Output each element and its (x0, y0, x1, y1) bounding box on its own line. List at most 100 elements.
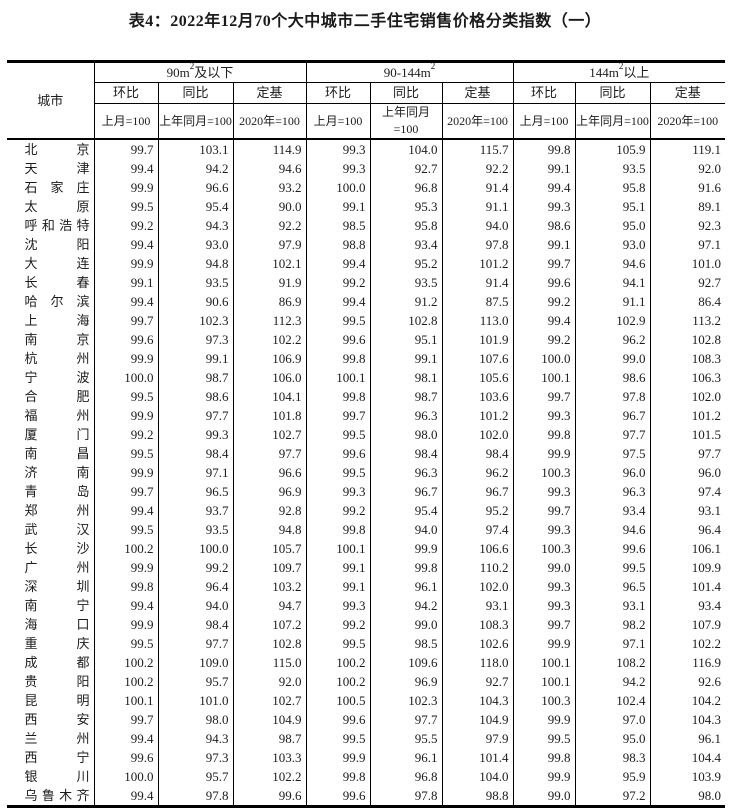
value-cell: 96.0 (574, 463, 650, 482)
table-row: 深圳 99.8 96.4 103.2 99.1 96.1 102.0 99.3 … (7, 577, 726, 596)
value-cell: 92.7 (441, 672, 513, 691)
value-cell: 99.2 (305, 615, 370, 634)
value-cell: 99.9 (93, 558, 158, 577)
city-name: 北京 (24, 142, 90, 157)
value-cell: 102.6 (441, 634, 513, 653)
value-cell: 98.8 (305, 235, 370, 254)
city-cell: 大连 (7, 254, 94, 273)
value-cell: 99.4 (93, 729, 158, 748)
measure-header-mom: 环比 (93, 82, 158, 104)
value-cell: 105.7 (232, 539, 306, 558)
value-cell: 99.2 (512, 292, 575, 311)
value-cell: 98.2 (574, 615, 650, 634)
value-cell: 99.5 (305, 729, 370, 748)
value-cell: 98.7 (232, 729, 306, 748)
value-cell: 99.5 (93, 634, 158, 653)
group-label: 90m (166, 65, 190, 80)
value-cell: 93.0 (157, 235, 233, 254)
value-cell: 96.6 (232, 463, 306, 482)
value-cell: 93.1 (649, 501, 726, 520)
value-cell: 96.1 (649, 729, 726, 748)
value-cell: 99.3 (512, 520, 575, 539)
value-cell: 96.3 (369, 463, 442, 482)
city-cell: 济南 (7, 463, 94, 482)
table-row: 天津 99.4 94.2 94.6 99.3 92.7 92.2 99.1 93… (7, 159, 726, 178)
value-cell: 99.9 (512, 444, 575, 463)
value-cell: 92.6 (649, 672, 726, 691)
measure-header-fixed-base: 定基 (441, 82, 513, 104)
value-cell: 104.3 (649, 710, 726, 729)
base-header-same-month-last-year: 上年同月=100 (369, 103, 442, 140)
value-cell: 100.1 (512, 653, 575, 672)
measure-header-yoy: 同比 (369, 82, 442, 104)
value-cell: 95.2 (369, 254, 442, 273)
city-cell: 合肥 (7, 387, 94, 406)
measure-header-yoy: 同比 (157, 82, 233, 104)
value-cell: 99.9 (512, 634, 575, 653)
value-cell: 104.1 (232, 387, 306, 406)
value-cell: 95.5 (369, 729, 442, 748)
value-cell: 109.0 (157, 653, 233, 672)
city-cell: 海口 (7, 615, 94, 634)
table-row: 长沙 100.2 100.0 105.7 100.1 99.9 106.6 10… (7, 539, 726, 558)
value-cell: 92.8 (232, 501, 306, 520)
value-cell: 107.2 (232, 615, 306, 634)
value-cell: 98.8 (441, 786, 513, 807)
value-cell: 99.8 (305, 349, 370, 368)
table-row: 武汉 99.5 93.5 94.8 99.8 94.0 97.4 99.3 94… (7, 520, 726, 539)
value-cell: 102.0 (441, 577, 513, 596)
value-cell: 99.7 (512, 501, 575, 520)
value-cell: 96.6 (157, 178, 233, 197)
value-cell: 99.7 (512, 615, 575, 634)
value-cell: 97.3 (157, 330, 233, 349)
value-cell: 94.2 (574, 672, 650, 691)
value-cell: 107.6 (441, 349, 513, 368)
value-cell: 97.1 (574, 634, 650, 653)
table-row: 呼和浩特 99.2 94.3 92.2 98.5 95.8 94.0 98.6 … (7, 216, 726, 235)
value-cell: 94.0 (157, 596, 233, 615)
value-cell: 99.7 (305, 406, 370, 425)
value-cell: 109.6 (369, 653, 442, 672)
city-cell: 呼和浩特 (7, 216, 94, 235)
value-cell: 113.0 (441, 311, 513, 330)
value-cell: 95.1 (574, 197, 650, 216)
city-name: 长春 (24, 275, 90, 290)
value-cell: 99.1 (157, 349, 233, 368)
value-cell: 96.4 (157, 577, 233, 596)
value-cell: 96.8 (369, 767, 442, 786)
value-cell: 93.5 (369, 273, 442, 292)
city-name: 成都 (24, 655, 90, 670)
table-row: 大连 99.9 94.8 102.1 99.4 95.2 101.2 99.7 … (7, 254, 726, 273)
table-row: 郑州 99.4 93.7 92.8 99.2 95.4 95.2 99.7 93… (7, 501, 726, 520)
value-cell: 92.3 (649, 216, 726, 235)
city-cell: 南京 (7, 330, 94, 349)
group-label: 以上 (623, 65, 650, 80)
city-name: 银川 (24, 769, 90, 784)
city-name: 宁波 (24, 370, 90, 385)
table-row: 合肥 99.5 98.6 104.1 99.8 98.7 103.6 99.7 … (7, 387, 726, 406)
value-cell: 96.0 (649, 463, 726, 482)
value-cell: 99.3 (512, 406, 575, 425)
city-cell: 郑州 (7, 501, 94, 520)
value-cell: 99.4 (93, 235, 158, 254)
value-cell: 99.1 (369, 349, 442, 368)
value-cell: 96.9 (369, 672, 442, 691)
group-header-90-and-below: 90m2及以下 (93, 61, 306, 83)
value-cell: 96.1 (369, 748, 442, 767)
value-cell: 99.9 (369, 539, 442, 558)
value-cell: 98.3 (574, 748, 650, 767)
value-cell: 101.4 (441, 748, 513, 767)
value-cell: 96.8 (369, 178, 442, 197)
base-header-prev-month: 上月=100 (305, 103, 370, 140)
value-cell: 99.9 (305, 748, 370, 767)
base-header-same-month-last-year: 上年同月=100 (574, 103, 650, 140)
table-row: 西宁 99.6 97.3 103.3 99.9 96.1 101.4 99.8 … (7, 748, 726, 767)
table-row: 成都 100.2 109.0 115.0 100.2 109.6 118.0 1… (7, 653, 726, 672)
city-cell: 贵阳 (7, 672, 94, 691)
superscript-2: 2 (430, 60, 436, 71)
value-cell: 99.2 (305, 501, 370, 520)
value-cell: 97.4 (649, 482, 726, 501)
value-cell: 98.6 (512, 216, 575, 235)
value-cell: 97.8 (157, 786, 233, 807)
value-cell: 100.1 (305, 368, 370, 387)
